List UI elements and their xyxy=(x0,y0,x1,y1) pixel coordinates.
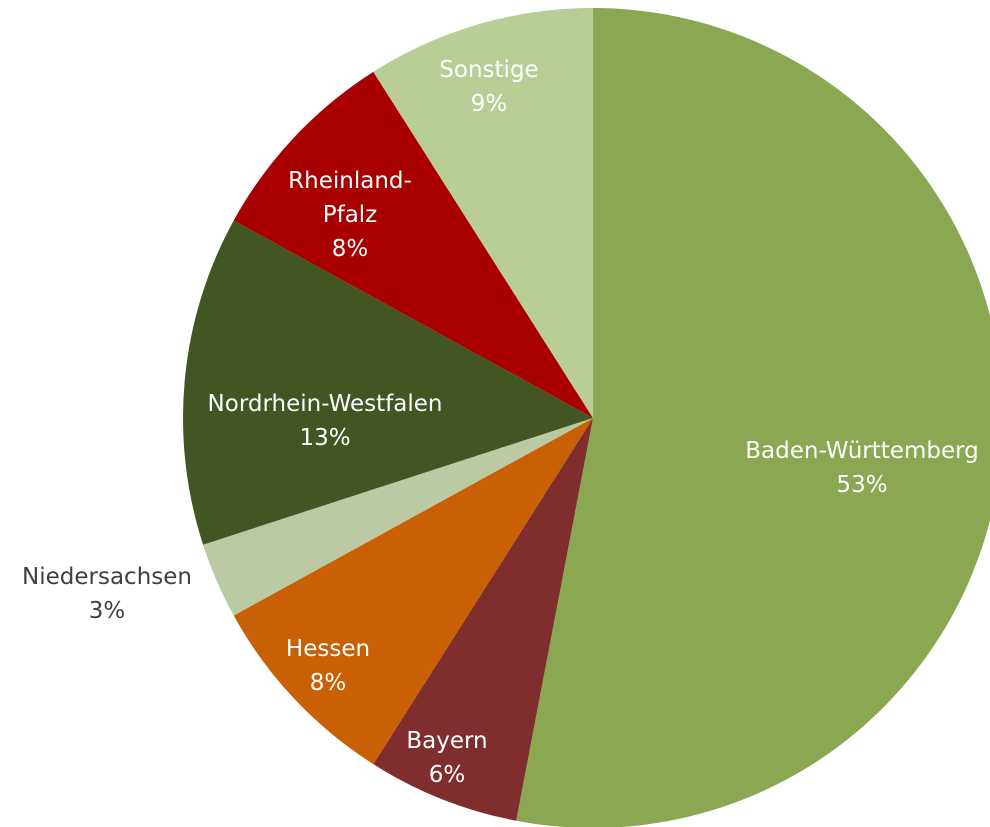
pie-slice xyxy=(516,8,990,827)
value-label: 13% xyxy=(299,425,351,451)
category-label: Hessen xyxy=(285,636,371,662)
category-label: Bayern xyxy=(406,728,488,754)
pie-slice xyxy=(233,71,593,418)
pie-slice xyxy=(233,418,593,765)
slice-label: Hessen 8% xyxy=(286,632,370,700)
slice-label: Sonstige 9% xyxy=(439,53,538,121)
value-label: 6% xyxy=(428,762,466,788)
slice-label: Bayern 6% xyxy=(406,724,487,792)
category-label: Rheinland-Pfalz xyxy=(288,168,412,228)
value-label: 9% xyxy=(470,91,508,117)
slice-label: Rheinland-Pfalz 8% xyxy=(285,164,415,266)
category-label: Nordrhein-Westfalen xyxy=(207,391,443,417)
slice-label: Baden-Württemberg 53% xyxy=(745,434,979,502)
category-label: Baden-Württemberg xyxy=(745,438,979,464)
pie-slice xyxy=(373,418,593,821)
value-label: 3% xyxy=(88,598,126,624)
pie-slice xyxy=(373,8,593,418)
value-label: 8% xyxy=(331,236,369,262)
pie-slice xyxy=(183,220,593,545)
slice-label: Nordrhein-Westfalen 13% xyxy=(208,387,443,455)
value-label: 53% xyxy=(836,472,888,498)
category-label: Niedersachsen xyxy=(22,564,192,590)
pie-slice xyxy=(203,418,593,616)
value-label: 8% xyxy=(309,670,347,696)
slice-label: Niedersachsen 3% xyxy=(22,560,192,628)
category-label: Sonstige xyxy=(439,57,539,83)
